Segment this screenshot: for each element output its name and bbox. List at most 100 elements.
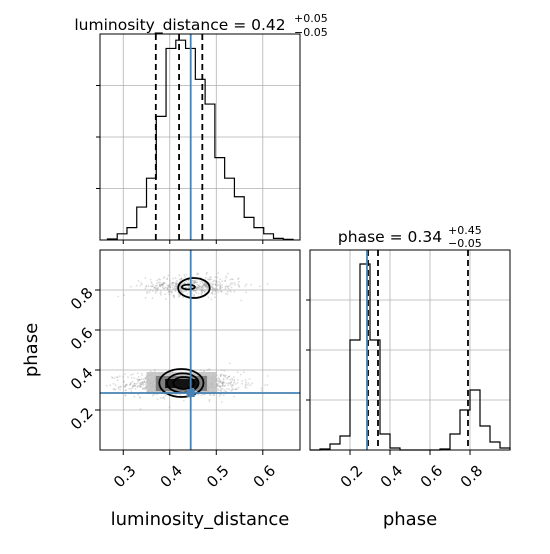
joint-sample-point: [215, 280, 218, 283]
joint-density-cell-2: [165, 379, 198, 388]
joint-sample-point: [174, 282, 177, 285]
joint-sample-point: [184, 286, 187, 289]
joint-sample-point: [230, 282, 232, 284]
joint-sample-point: [159, 290, 162, 293]
joint-sample-point: [221, 382, 224, 384]
joint-sample-point: [219, 287, 221, 290]
joint-sample-point: [150, 281, 153, 283]
joint-sample-point: [152, 285, 155, 288]
joint-sample-point: [175, 283, 178, 286]
joint-sample-point: [152, 393, 155, 396]
luminosity-distance-quantile-lines: [154, 34, 204, 240]
joint-sample-point: [160, 284, 163, 286]
joint-sample-point: [227, 376, 230, 378]
joint-sample-point: [220, 401, 223, 403]
joint-sample-point: [219, 289, 221, 292]
joint-sample-point: [223, 374, 226, 377]
joint-sample-point: [198, 285, 201, 288]
joint-sample-point: [114, 384, 117, 386]
joint-sample-point: [206, 284, 209, 287]
joint-sample-point: [136, 385, 139, 388]
joint-sample-point: [243, 371, 245, 373]
joint-sample-point: [219, 380, 222, 383]
joint-sample-point: [202, 287, 205, 290]
joint-sample-point: [135, 382, 138, 385]
joint-sample-point: [237, 280, 240, 283]
joint-sample-point: [201, 288, 204, 291]
joint-sample-point: [180, 278, 183, 280]
joint-sample-point: [174, 289, 177, 291]
joint-sample-point: [213, 394, 215, 397]
joint-contour-outer-0: [158, 368, 205, 398]
joint-sample-point: [219, 286, 222, 288]
joint-sample-point: [212, 287, 215, 290]
joint-sample-point: [221, 280, 224, 283]
joint-sample-point: [132, 373, 134, 376]
joint-sample-point: [138, 396, 141, 399]
joint-sample-point: [166, 287, 169, 289]
joint-sample-point: [201, 286, 204, 289]
joint-sample-point: [178, 295, 180, 298]
joint-sample-point: [145, 285, 147, 288]
joint-sample-point: [122, 381, 125, 384]
joint-sample-point: [237, 277, 240, 280]
joint-sample-point: [138, 378, 141, 381]
joint-sample-point: [171, 286, 174, 289]
joint-sample-point: [266, 283, 269, 285]
joint-sample-point: [175, 283, 178, 286]
joint-sample-point: [131, 385, 134, 388]
joint-sample-point: [239, 373, 242, 376]
joint-sample-point: [202, 284, 205, 286]
joint-sample-point: [159, 278, 162, 281]
joint-sample-point: [216, 378, 218, 380]
joint-sample-point: [223, 374, 225, 377]
joint-sample-point: [222, 381, 224, 384]
joint-sample-point: [172, 284, 175, 286]
joint-sample-point: [168, 284, 171, 287]
joint-sample-point: [130, 387, 132, 390]
joint-sample-point: [179, 286, 182, 288]
joint-contours: [158, 277, 211, 398]
joint-sample-point: [111, 376, 113, 379]
joint-sample-point: [134, 382, 136, 385]
joint-sample-point: [137, 385, 140, 387]
joint-sample-point: [228, 362, 231, 365]
joint-sample-point: [168, 284, 171, 287]
joint-sample-point: [131, 380, 134, 383]
joint-sample-point: [248, 378, 251, 380]
joint-sample-point: [156, 289, 159, 292]
joint-sample-point: [266, 375, 269, 377]
joint-sample-point: [124, 385, 127, 388]
joint-sample-point: [168, 406, 171, 409]
joint-sample-point: [233, 380, 236, 382]
joint-sample-point: [172, 281, 175, 284]
joint-sample-point: [124, 385, 126, 388]
joint-sample-point: [210, 298, 213, 301]
joint-sample-point: [222, 380, 225, 383]
joint-sample-point: [231, 379, 234, 381]
joint-sample-point: [218, 389, 220, 392]
joint-sample-point: [213, 296, 216, 299]
joint-sample-point: [219, 286, 222, 289]
joint-sample-point: [178, 278, 181, 281]
joint-sample-point: [186, 292, 189, 295]
luminosity-distance-marginal-panel: luminosity_distance = 0.42 +0.05 −0.05: [74, 12, 328, 244]
joint-sample-point: [137, 375, 140, 378]
joint-sample-point: [195, 291, 197, 294]
joint-sample-point: [210, 282, 212, 284]
joint-sample-point: [126, 383, 128, 386]
joint-sample-point: [162, 277, 165, 279]
joint-sample-point: [141, 283, 144, 286]
joint-sample-point: [193, 279, 196, 282]
joint-sample-point: [208, 398, 211, 401]
joint-sample-point: [174, 285, 176, 288]
joint-sample-point: [192, 289, 195, 292]
joint-sample-point: [217, 283, 220, 286]
joint-sample-point: [111, 377, 114, 379]
joint-sample-point: [227, 384, 230, 387]
ld-histogram-steps: [106, 39, 294, 240]
joint-sample-point: [196, 286, 199, 289]
joint-sample-point: [193, 281, 195, 284]
joint-sample-point: [220, 290, 223, 293]
